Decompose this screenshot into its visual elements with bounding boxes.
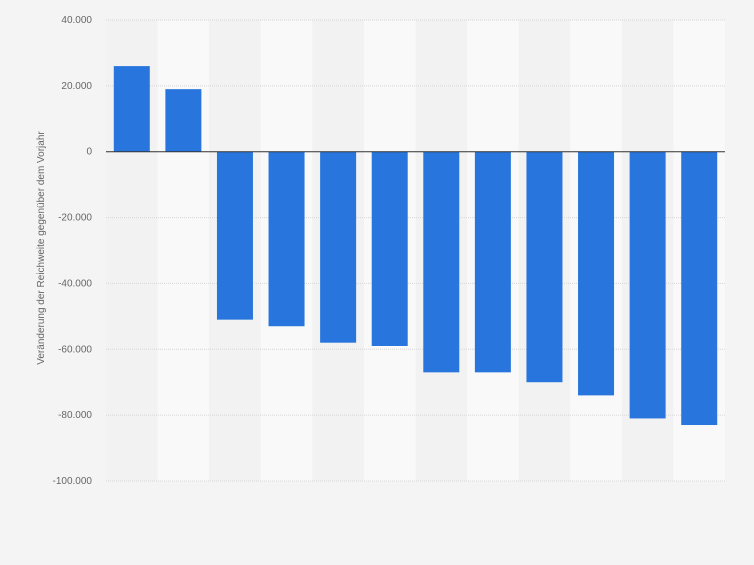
bar xyxy=(268,151,305,327)
bar xyxy=(423,151,460,373)
y-tick-label: 40.000 xyxy=(61,15,92,26)
bar xyxy=(526,151,563,383)
bar xyxy=(165,89,202,152)
bar xyxy=(320,151,357,343)
bars xyxy=(113,66,718,426)
bar xyxy=(371,151,408,346)
y-tick-label: -60.000 xyxy=(58,344,92,355)
y-tick-label: -40.000 xyxy=(58,278,92,289)
y-tick-label: -100.000 xyxy=(53,476,93,487)
bar xyxy=(216,151,253,320)
bar xyxy=(578,151,615,396)
bar xyxy=(113,66,150,152)
y-tick-label: 0 xyxy=(86,147,92,158)
y-tick-label: 20.000 xyxy=(61,81,92,92)
bar xyxy=(629,151,666,419)
y-tick-label: -80.000 xyxy=(58,410,92,421)
bar xyxy=(474,151,511,373)
y-axis-label: Veränderung der Reichweite gegenüber dem… xyxy=(36,131,47,365)
y-axis-ticks: 40.000 20.000 0 -20.000 -40.000 -60.000 -80.00… xyxy=(53,15,93,487)
y-tick-label: -20.000 xyxy=(58,213,92,224)
bar xyxy=(681,151,718,426)
